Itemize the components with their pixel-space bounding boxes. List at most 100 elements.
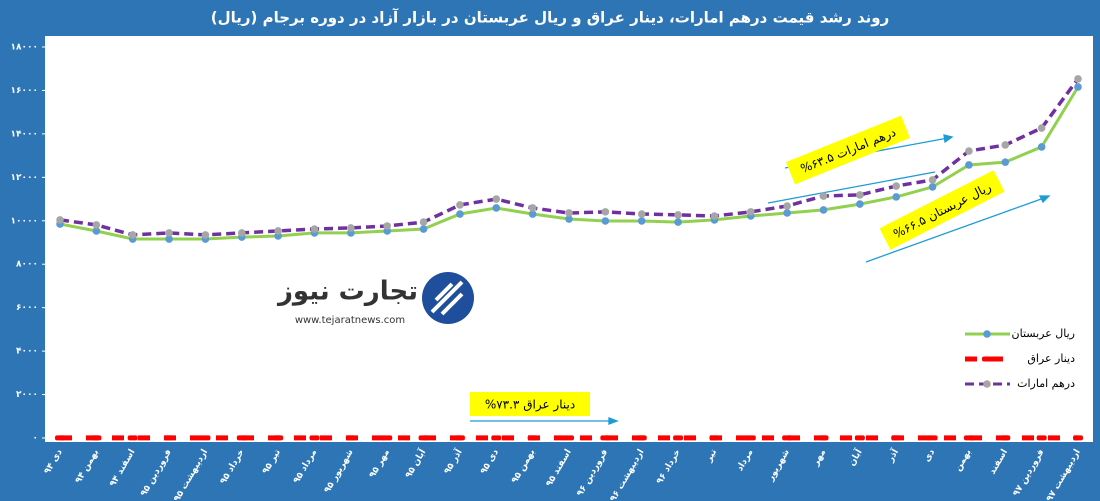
marker (746, 208, 755, 216)
marker (491, 435, 502, 441)
marker (274, 227, 282, 235)
series-line (59, 77, 1080, 237)
legend-label: دینار عراق (1027, 352, 1075, 365)
marker (310, 225, 319, 233)
marker (565, 215, 573, 223)
marker (165, 229, 173, 237)
marker (528, 210, 537, 218)
marker (710, 212, 719, 220)
legend-marker (983, 380, 991, 388)
marker (564, 435, 574, 441)
marker (1037, 124, 1046, 132)
marker (965, 147, 973, 155)
marker (782, 435, 793, 441)
chart-title: روند رشد قیمت درهم امارات، دینار عراق و … (211, 9, 889, 27)
marker (601, 217, 610, 225)
marker (1073, 435, 1083, 441)
marker (927, 435, 938, 441)
marker (819, 192, 828, 200)
watermark-name: تجارت نیوز (276, 277, 418, 307)
marker (91, 435, 102, 441)
logo-lines (430, 280, 464, 316)
marker (492, 204, 501, 212)
marker (237, 229, 246, 237)
marker (636, 435, 647, 441)
marker (528, 204, 537, 212)
marker (1000, 435, 1011, 441)
legend-label: ریال عربستان (1012, 327, 1075, 340)
y-tick-label: ۸۰۰۰ (16, 260, 38, 270)
marker (456, 210, 464, 218)
y-tick-label: ۴۰۰۰ (16, 347, 38, 357)
marker (1074, 83, 1082, 91)
marker (201, 231, 210, 239)
y-tick-label: ۲۰۰۰ (16, 390, 38, 400)
marker (637, 210, 646, 218)
marker (854, 435, 865, 441)
y-tick-label: ۱۲۰۰۰ (11, 173, 38, 183)
marker (92, 221, 101, 229)
marker (891, 435, 902, 441)
marker (892, 182, 901, 190)
marker (56, 216, 64, 224)
annotation: دینار عراق ۷۳.۳% (485, 398, 575, 413)
marker (783, 209, 791, 217)
marker (128, 231, 137, 239)
marker (1001, 158, 1010, 166)
y-tick-label: ۱۶۰۰۰ (11, 86, 38, 96)
y-tick-label: ۱۴۰۰۰ (11, 129, 38, 139)
marker (492, 195, 501, 203)
marker (565, 209, 573, 217)
marker (419, 225, 428, 233)
marker (200, 435, 211, 441)
marker (236, 435, 247, 441)
legend-label: درهم امارات (1017, 377, 1075, 390)
marker (527, 435, 538, 441)
marker (382, 435, 393, 441)
marker (419, 218, 428, 226)
marker (347, 224, 355, 232)
marker (637, 217, 646, 225)
marker (928, 176, 937, 184)
marker (418, 435, 429, 441)
marker (856, 200, 864, 208)
marker (928, 183, 937, 191)
y-tick-label: ۱۸۰۰۰ (11, 43, 38, 53)
marker (783, 202, 791, 210)
watermark: تجارت نیوز www.tejaratnews.com (276, 272, 474, 326)
marker (892, 193, 901, 201)
marker (309, 435, 320, 441)
marker (1037, 143, 1046, 151)
marker (1001, 141, 1010, 149)
marker (600, 435, 611, 441)
marker (673, 435, 684, 441)
y-tick-label: ۰ (33, 434, 39, 444)
watermark-url: www.tejaratnews.com (295, 315, 405, 326)
marker (55, 435, 65, 441)
marker (127, 435, 138, 441)
legend-marker (982, 356, 992, 362)
marker (819, 206, 828, 214)
marker (601, 208, 610, 216)
marker (965, 161, 973, 169)
marker (963, 435, 974, 441)
marker (92, 227, 101, 235)
legend-marker (983, 330, 991, 338)
marker (1036, 435, 1047, 441)
y-tick-label: ۱۰۰۰۰ (11, 216, 38, 226)
y-tick-label: ۶۰۰۰ (16, 303, 38, 313)
marker (674, 218, 682, 226)
marker (454, 435, 465, 441)
marker (745, 435, 756, 441)
marker (164, 435, 175, 441)
marker (383, 222, 392, 230)
marker (165, 235, 173, 243)
marker (273, 435, 284, 441)
marker (856, 191, 864, 199)
marker (709, 435, 720, 441)
marker (345, 435, 356, 441)
annotation-box: دینار عراق ۷۳.۳% (470, 392, 590, 416)
marker (456, 201, 464, 209)
marker (818, 435, 829, 441)
